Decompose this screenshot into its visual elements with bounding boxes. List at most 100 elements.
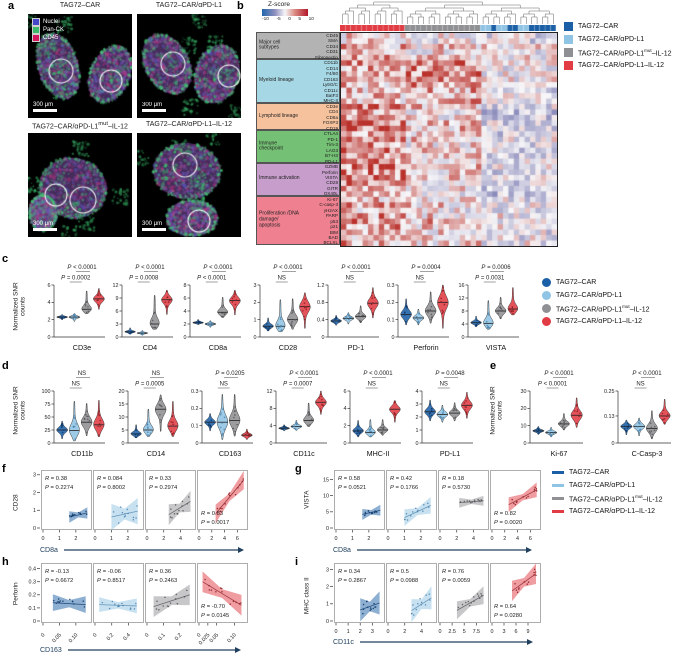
- panel_g-subpanel-2: R = 0.18 P = 0.5730 0 2 4: [438, 470, 489, 542]
- svg-text:2: 2: [74, 536, 77, 542]
- panel-a-label: a: [8, 0, 15, 12]
- legend-label: TAG72–CAR: [578, 23, 619, 30]
- svg-text:12: 12: [267, 389, 273, 395]
- panel-g-legend: TAG72–CAR TAG72–CAR/αPD-L1 TAG72–CAR/αPD-L…: [552, 466, 663, 518]
- svg-text:1: 1: [58, 536, 61, 542]
- svg-text:30: 30: [521, 389, 527, 395]
- panel-a-image-title: TAG72–CAR: [59, 2, 101, 9]
- violin-plot-CD11b: NS NS 0 25 50 75 100 CD11b: [42, 371, 105, 458]
- panel_h-subpanel-2: R = 0.36 P = 0.2463 0 0.1 0.2: [145, 563, 196, 642]
- svg-text:P = 0.0006: P = 0.0006: [481, 265, 511, 271]
- panel_i-subpanel-2: R = 0.76 P = 0.0059 0 2.5 5 7.5: [438, 563, 489, 635]
- tissue-image: [137, 133, 241, 237]
- heatmap-gene-label: CD11b: [324, 60, 338, 66]
- panel_i-subpanel-0: R = 0.34 P = 0.2867 0 1 2 3: [334, 563, 385, 635]
- svg-text:0.2: 0.2: [106, 632, 115, 642]
- panel-i-ylabel: MHC class II: [303, 577, 311, 615]
- svg-text:R = 0.58: R = 0.58: [338, 476, 360, 482]
- svg-text:CD11b: CD11b: [71, 449, 93, 458]
- heatmap-category: Myeloid lineage CD11b CD14 F4/80 CD163 Ly6G/C…: [256, 59, 340, 103]
- svg-text:R = 0.34: R = 0.34: [338, 569, 361, 575]
- svg-text:NS: NS: [278, 276, 286, 282]
- panel_f-yticks: 0 1 2 3: [33, 473, 40, 530]
- panel-e-label: e: [490, 360, 497, 372]
- svg-text:1: 1: [403, 536, 406, 542]
- svg-text:0.8: 0.8: [317, 300, 325, 306]
- svg-text:9: 9: [116, 296, 119, 302]
- svg-text:R = -0.06: R = -0.06: [97, 569, 121, 575]
- svg-text:0: 0: [48, 441, 51, 447]
- panel_g-subpanel-1: R = 0.42 P = 0.1766 0 1 2: [386, 470, 437, 542]
- svg-text:0.05: 0.05: [209, 632, 220, 644]
- legend-label: TAG72–CAR/αPD-L1mut–IL-12: [569, 493, 663, 504]
- panel-a-image-title: TAG72–CAR/αPD-L1–IL-12: [145, 121, 233, 128]
- panel-h-ylabel: Perforin: [12, 582, 20, 606]
- panel-g-label: g: [295, 463, 302, 475]
- svg-text:2: 2: [184, 322, 187, 328]
- panel-h-xaxis: CD163: [40, 646, 242, 654]
- legend-item: TAG72–CAR/αPD-L1mut–IL-12: [552, 492, 663, 505]
- panel-b-label: b: [237, 0, 244, 12]
- svg-text:4: 4: [179, 536, 182, 542]
- svg-text:0.3: 0.3: [191, 389, 199, 395]
- heatmap-category: Immune checkpoint CTLA4 PD-1 Tim-3 LAG3 B7-H3…: [256, 130, 340, 164]
- svg-text:P = 0.5730: P = 0.5730: [442, 485, 470, 491]
- stain-nuclei: Nuclei: [32, 18, 64, 26]
- svg-text:0: 0: [392, 335, 395, 341]
- legend-swatch-circle: [542, 317, 551, 326]
- svg-text:0.25: 0.25: [604, 389, 615, 395]
- svg-text:P = 0.0205: P = 0.0205: [215, 371, 245, 377]
- svg-text:4: 4: [420, 629, 423, 635]
- svg-text:2: 2: [162, 536, 165, 542]
- svg-text:PD-1: PD-1: [348, 343, 364, 352]
- legend-item: TAG72–CAR/αPD-L1: [564, 33, 672, 46]
- svg-text:4: 4: [416, 389, 419, 395]
- heatmap-categories: Major cell subtypes CD45 SMA CD34 CD31 Fibron…: [256, 32, 340, 245]
- svg-text:0.3: 0.3: [387, 283, 395, 289]
- violin-plot-CD14: NS P = 0.0005 0 5 10 15 20 CD14: [119, 371, 179, 458]
- svg-text:0.1: 0.1: [157, 632, 166, 642]
- svg-text:0.4: 0.4: [317, 318, 325, 324]
- panel_f-subpanel-3: R = 0.83 P = 0.0017 0 2 4 6: [197, 470, 248, 542]
- svg-text:0: 0: [439, 629, 442, 635]
- heatmap-gene-label: CD163: [323, 76, 338, 82]
- svg-text:6: 6: [184, 296, 187, 302]
- svg-text:0: 0: [184, 335, 187, 341]
- svg-text:P = 0.0002: P = 0.0002: [61, 276, 91, 282]
- svg-text:0.2: 0.2: [387, 300, 395, 306]
- heatmap-category-name: Myeloid lineage: [259, 77, 294, 84]
- heatmap-gene-label: CD4: [328, 109, 338, 115]
- heatmap-gene-label: CD34: [326, 43, 338, 49]
- heatmap-category-name: Lymphoid lineage: [259, 112, 299, 119]
- heatmap-gene-label: Ly6G/C: [322, 82, 338, 88]
- svg-text:2: 2: [367, 536, 370, 542]
- svg-text:4: 4: [48, 300, 51, 306]
- svg-text:0: 0: [145, 632, 150, 638]
- panel-i-x-arrow: [359, 639, 533, 645]
- svg-text:0.05: 0.05: [51, 632, 62, 644]
- svg-text:NS: NS: [152, 371, 160, 377]
- panel_i-yticks: 0 1 2 3: [326, 567, 333, 623]
- legend-swatch-circle: [542, 291, 551, 300]
- svg-text:0: 0: [93, 632, 98, 638]
- svg-text:6: 6: [236, 536, 239, 542]
- svg-text:8: 8: [184, 283, 187, 289]
- heatmap-gene-label: CD28: [326, 180, 338, 186]
- svg-text:2: 2: [126, 536, 129, 542]
- scale-bar: 300 μm: [33, 102, 57, 112]
- svg-text:P = 0.0017: P = 0.0017: [201, 520, 229, 526]
- heatmap-gene-label: PD-L1: [324, 158, 338, 164]
- svg-text:NS: NS: [220, 382, 228, 388]
- svg-text:12: 12: [459, 296, 465, 302]
- scale-bar: 300 μm: [142, 102, 166, 112]
- panel-h-label: h: [2, 556, 9, 568]
- svg-text:2: 2: [455, 536, 458, 542]
- legend-item: TAG72–CAR/αPD-L1mut–IL-12: [564, 46, 672, 59]
- svg-text:2: 2: [419, 536, 422, 542]
- legend-label: TAG72–CAR/αPD-L1–IL-12: [578, 62, 665, 69]
- panel-c-legend: TAG72–CAR TAG72–CAR/αPD-L1 TAG72–CAR/αPD-L…: [542, 276, 650, 328]
- svg-text:7.5: 7.5: [473, 629, 481, 635]
- svg-text:0.3: 0.3: [29, 580, 37, 586]
- svg-text:5: 5: [326, 510, 329, 516]
- violin-plot-C-Casp-3: P < 0.0001 NS 0 0.13 0.25 C-Casp-3: [604, 371, 671, 458]
